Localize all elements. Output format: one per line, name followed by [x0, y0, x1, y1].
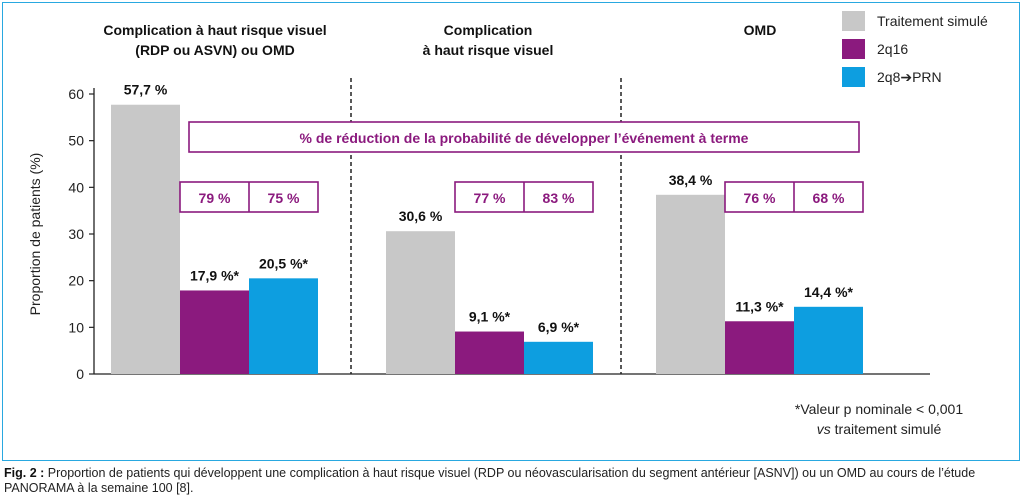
figure-caption: Fig. 2 : Proportion de patients qui déve… [4, 466, 1020, 496]
y-tick-label: 20 [68, 273, 84, 289]
y-tick-label: 50 [68, 133, 84, 149]
bar [249, 278, 318, 374]
bar [656, 194, 725, 374]
group-title: Complication à haut risque visuel [103, 22, 326, 38]
bar-value-label: 14,4 %* [804, 284, 854, 300]
bar-value-label: 6,9 %* [538, 319, 580, 335]
legend-swatch [842, 39, 865, 59]
bar [180, 290, 249, 374]
reduction-value: 75 % [268, 190, 300, 206]
bar-value-label: 11,3 %* [735, 298, 784, 314]
legend-swatch [842, 11, 865, 31]
y-tick-label: 10 [68, 319, 84, 335]
legend-label: Traitement simulé [877, 13, 988, 29]
group-title: Complication [444, 22, 533, 38]
reduction-value: 79 % [199, 190, 231, 206]
caption-text: Proportion de patients qui développent u… [4, 466, 976, 495]
caption-label: Fig. 2 : [4, 466, 45, 480]
reduction-value: 68 % [813, 190, 845, 206]
reduction-value: 76 % [744, 190, 776, 206]
figure-frame [2, 2, 1020, 461]
bar [111, 104, 180, 374]
bar-value-label: 38,4 % [669, 172, 713, 188]
bar-value-label: 17,9 %* [190, 267, 240, 283]
bar-value-label: 20,5 %* [259, 255, 309, 271]
bar [524, 341, 593, 374]
bar-value-label: 30,6 % [399, 208, 443, 224]
bar [455, 331, 524, 374]
group-title: (RDP ou ASVN) ou OMD [135, 42, 294, 58]
bar [386, 231, 455, 374]
footnote-line: vs traitement simulé [817, 421, 942, 437]
reduction-banner [188, 121, 860, 153]
y-axis-label: Proportion de patients (%) [27, 153, 43, 316]
bar-value-label: 9,1 %* [469, 309, 511, 325]
y-tick-label: 0 [76, 366, 84, 382]
reduction-value: 83 % [543, 190, 575, 206]
bar-value-label: 57,7 % [124, 82, 168, 98]
bar [794, 306, 863, 374]
group-title: à haut risque visuel [423, 42, 554, 58]
y-tick-label: 60 [68, 86, 84, 102]
legend-swatch [842, 67, 865, 87]
y-tick-label: 40 [68, 179, 84, 195]
legend-label: 2q16 [877, 41, 908, 57]
bar [725, 321, 794, 374]
group-title: OMD [744, 22, 777, 38]
reduction-value: 77 % [474, 190, 506, 206]
y-tick-label: 30 [68, 226, 84, 242]
footnote-line: *Valeur p nominale < 0,001 [795, 401, 963, 417]
bar-chart: 0 10 20 30 40 50 60 Proportion de patients (%) C… [27, 11, 988, 437]
reduction-banner-text: % de réduction de la probabilité de déve… [300, 130, 749, 146]
legend-label: 2q8➔PRN [877, 69, 942, 85]
